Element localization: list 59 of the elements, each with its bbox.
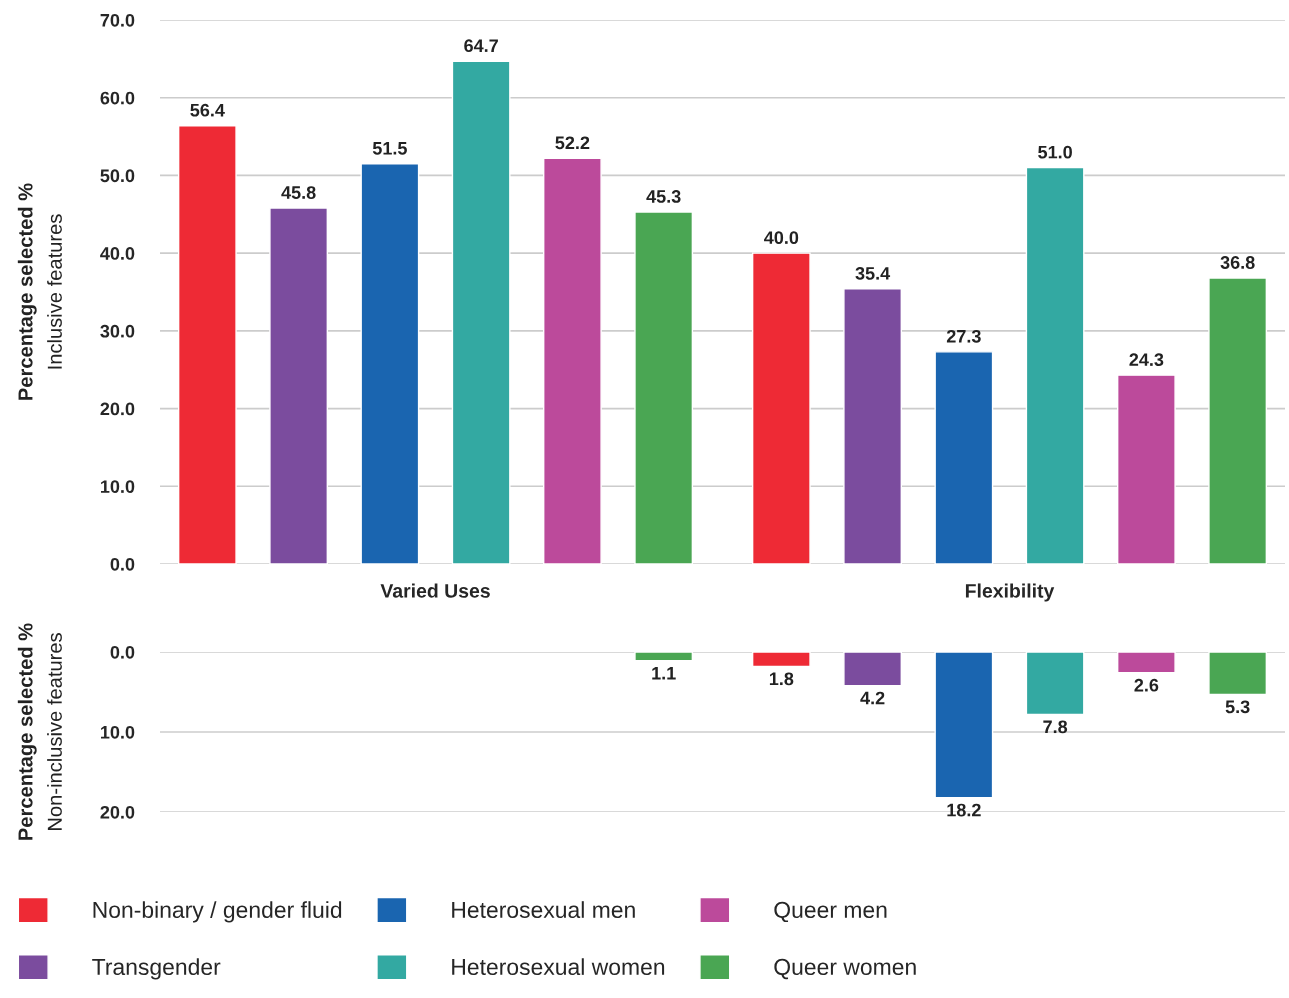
data-label: 45.8 [281, 186, 316, 199]
data-label: 51.5 [372, 142, 407, 155]
bar [451, 60, 511, 564]
y-tick-label: 40.0 [100, 247, 135, 260]
bar [543, 157, 602, 564]
bar [634, 652, 694, 662]
legend-label: Non-binary / gender fluid [93, 901, 342, 923]
bar [843, 288, 902, 564]
y-tick-label: 60.0 [100, 91, 135, 105]
bar [269, 207, 329, 564]
legend-label: Transgender [92, 958, 221, 980]
data-label: 40.0 [764, 231, 799, 245]
y-tick-label: 10.0 [101, 725, 135, 739]
legend-label: Heterosexual men [452, 901, 635, 919]
data-label: 7.8 [1043, 720, 1068, 734]
legend-label: Queer women [774, 958, 916, 980]
x-tick-label: Varied Uses [380, 583, 490, 598]
bar [1208, 277, 1268, 564]
y-tick-label: 20.0 [100, 805, 135, 819]
data-label: 2.6 [1134, 678, 1159, 692]
y-tick-label: 0.0 [110, 557, 135, 571]
data-label: 36.8 [1220, 256, 1255, 269]
data-label: 27.3 [946, 329, 981, 343]
bar [360, 163, 420, 564]
bar [751, 652, 811, 668]
y-tick-label: 10.0 [101, 480, 135, 494]
y-tick-label: 50.0 [100, 169, 135, 183]
data-label: 56.4 [190, 103, 225, 117]
data-label: 52.2 [555, 136, 590, 150]
y-tick-label: 30.0 [100, 324, 135, 338]
y-tick-label: 20.0 [100, 402, 135, 416]
bar [934, 652, 994, 799]
bar [843, 652, 902, 687]
bar [934, 351, 994, 564]
data-label: 4.2 [860, 691, 885, 705]
bar [1025, 652, 1085, 716]
data-label: 24.3 [1129, 353, 1164, 367]
data-label: 18.2 [947, 803, 981, 817]
bar [1116, 374, 1176, 564]
y-tick-label: 0.0 [110, 645, 135, 659]
legend-label: Heterosexual women [452, 958, 665, 976]
data-label: 35.4 [855, 266, 891, 280]
data-label: 45.3 [646, 190, 681, 203]
data-label: 51.0 [1038, 145, 1072, 159]
data-label: 5.3 [1225, 700, 1250, 714]
x-tick-label: Flexibility [965, 583, 1055, 602]
bar [1025, 166, 1085, 564]
y-axis-title: Percentage selected % Inclusive features [17, 183, 62, 400]
data-label: 1.1 [652, 667, 676, 680]
data-label: 64.7 [464, 39, 498, 53]
bar [177, 124, 237, 564]
bar [1116, 652, 1176, 674]
data-label: 1.8 [769, 672, 794, 686]
bar [634, 211, 694, 564]
legend-label: Queer men [774, 901, 887, 923]
y-axis-title: Percentage selected % Non-inclusive features [17, 623, 62, 840]
bar [751, 252, 811, 564]
y-tick-label: 70.0 [100, 13, 135, 27]
bar [1208, 652, 1268, 696]
